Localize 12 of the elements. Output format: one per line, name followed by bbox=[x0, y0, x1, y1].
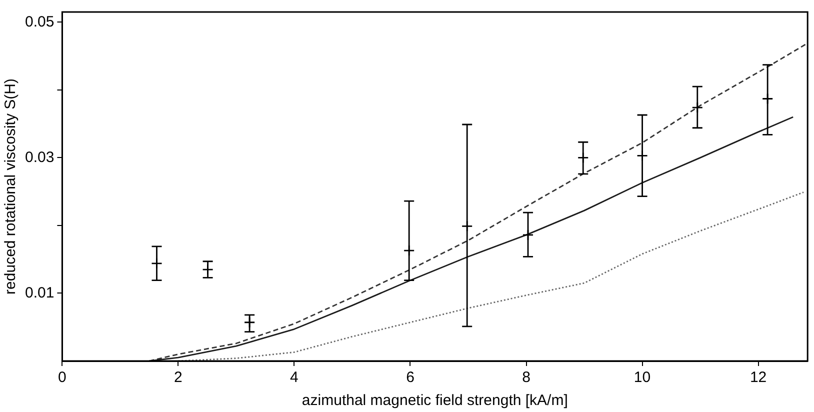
x-tick-label: 2 bbox=[174, 369, 182, 386]
x-tick-label: 6 bbox=[406, 369, 414, 386]
y-tick-label: 0.01 bbox=[24, 284, 54, 302]
x-tick-label: 10 bbox=[634, 369, 651, 386]
x-tick-label: 12 bbox=[750, 369, 767, 386]
y-axis-title: reduced rotational viscosity S(H) bbox=[2, 78, 20, 294]
x-tick-label: 0 bbox=[58, 369, 66, 386]
y-tick-label: 0.05 bbox=[24, 13, 54, 30]
x-tick-label: 4 bbox=[290, 369, 298, 386]
x-tick-label: 8 bbox=[522, 369, 530, 386]
x-axis-title: azimuthal magnetic field strength [kA/m] bbox=[302, 392, 568, 410]
y-tick-label: 0.03 bbox=[24, 148, 54, 166]
